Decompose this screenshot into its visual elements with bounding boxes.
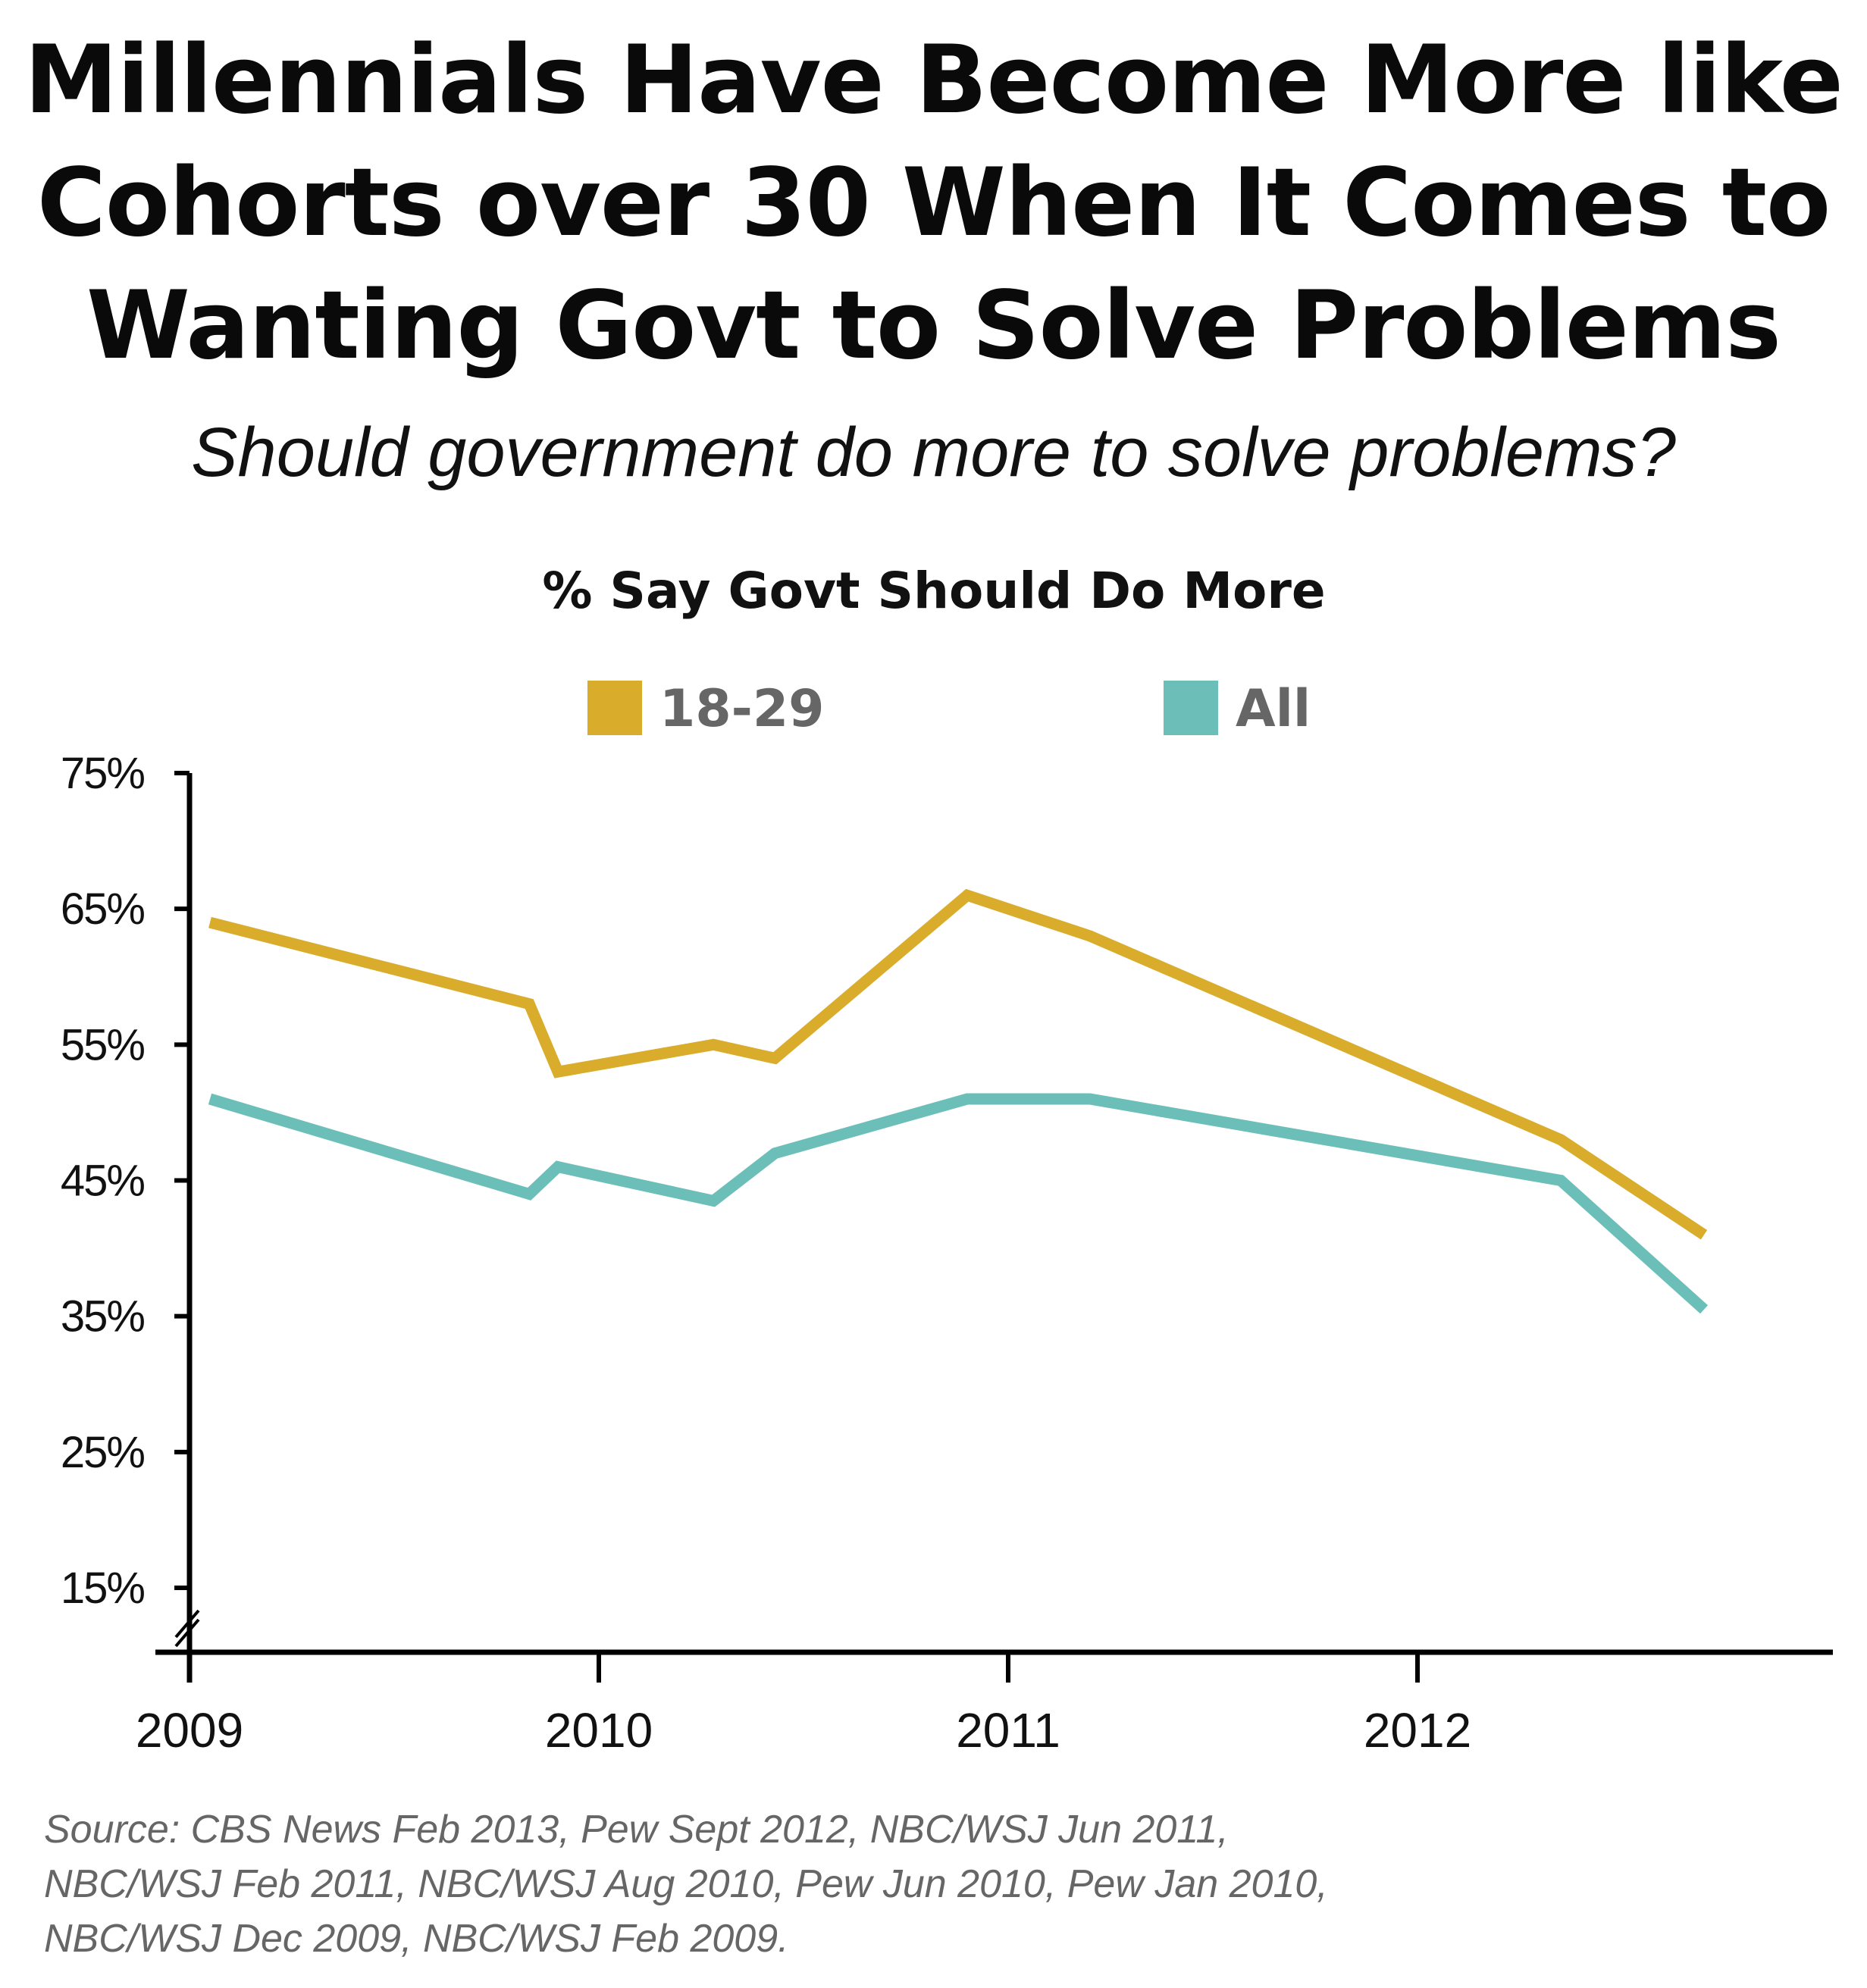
y-tick-label-2: 35% bbox=[61, 1292, 145, 1342]
y-tick-label-0: 15% bbox=[61, 1564, 145, 1613]
y-tick-label-3: 45% bbox=[61, 1157, 145, 1206]
line-chart: % Say Govt Should Do More 18-29 All 15% 25% 3… bbox=[61, 562, 1833, 1758]
page-title: Millennials Have Become More like Cohort… bbox=[0, 19, 1867, 387]
x-tick-label-3: 2012 bbox=[1364, 1703, 1471, 1758]
source-line-1: Source: CBS News Feb 2013, Pew Sept 2012… bbox=[44, 1808, 1229, 1852]
x-tick-label-0: 2009 bbox=[136, 1703, 243, 1758]
legend-swatch-0 bbox=[587, 681, 642, 735]
legend-label-1: All bbox=[1236, 679, 1311, 739]
legend-swatch-1 bbox=[1164, 681, 1218, 735]
y-tick-label-6: 75% bbox=[61, 749, 145, 798]
title-line-1: Millennials Have Become More like bbox=[24, 26, 1844, 135]
y-tick-label-5: 65% bbox=[61, 884, 145, 934]
chart-title: % Say Govt Should Do More bbox=[542, 562, 1325, 620]
source-line-3: NBC/WSJ Dec 2009, NBC/WSJ Feb 2009. bbox=[44, 1917, 789, 1961]
x-tick-label-1: 2010 bbox=[545, 1703, 653, 1758]
title-line-2: Cohorts over 30 When It Comes to bbox=[36, 149, 1831, 258]
x-tick-label-2: 2011 bbox=[956, 1703, 1060, 1758]
source-note: Source: CBS News Feb 2013, Pew Sept 2012… bbox=[44, 1802, 1787, 1966]
source-line-2: NBC/WSJ Feb 2011, NBC/WSJ Aug 2010, Pew … bbox=[44, 1862, 1328, 1906]
y-tick-label-1: 25% bbox=[61, 1428, 145, 1477]
series-line-1 bbox=[208, 1093, 1709, 1314]
title-line-3: Wanting Govt to Solve Problems bbox=[86, 271, 1781, 380]
series-line-0 bbox=[208, 888, 1708, 1240]
legend-label-0: 18-29 bbox=[659, 679, 824, 739]
axis-break-mark-1 bbox=[174, 1609, 200, 1639]
y-tick-label-4: 55% bbox=[61, 1020, 145, 1069]
chart-subtitle: Should government do more to solve probl… bbox=[191, 414, 1676, 491]
axis-break-mark-2 bbox=[174, 1618, 200, 1648]
